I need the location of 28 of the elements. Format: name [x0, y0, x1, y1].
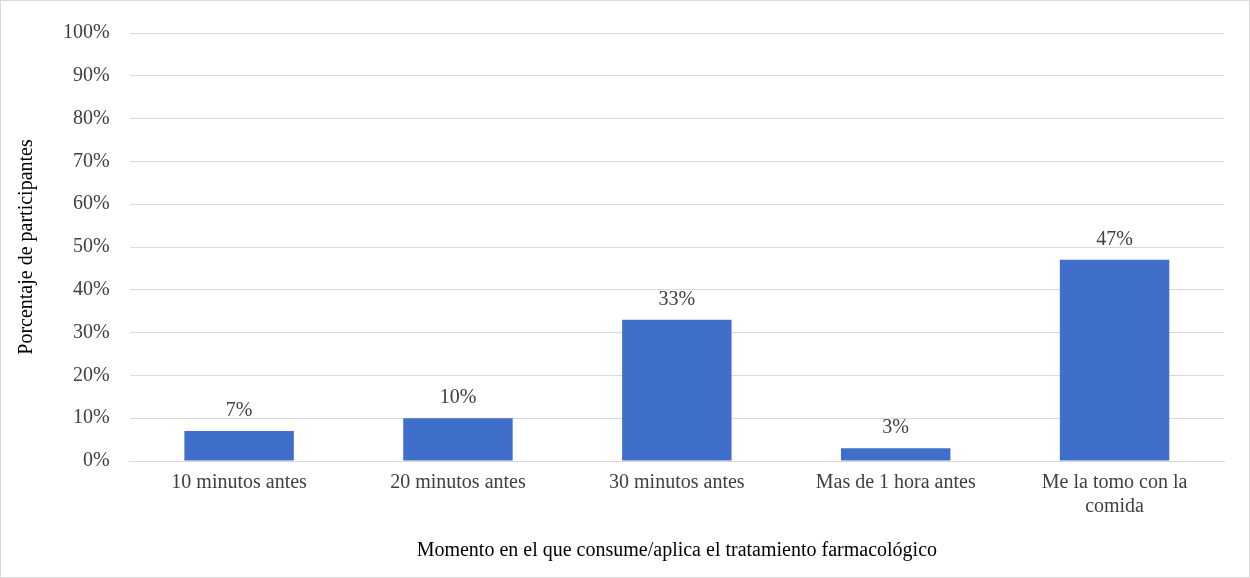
y-tick-label: 90% — [72, 63, 110, 86]
x-axis-title: Momento en el que consume/aplica el tratamiento farmacológico — [416, 538, 938, 562]
x-tick-label: 10 minutos antes — [171, 470, 308, 493]
bar — [622, 319, 732, 461]
data-label: 7% — [225, 398, 253, 421]
bar — [1059, 259, 1170, 461]
x-tick-label: 30 minutos antes — [609, 470, 745, 493]
y-tick-label: 50% — [72, 234, 110, 257]
y-tick-label: 80% — [72, 105, 110, 128]
y-tick-label: 100% — [62, 20, 110, 43]
x-tick-label: Me la tomo con la comida — [1041, 470, 1188, 517]
data-label: 3% — [882, 415, 910, 438]
data-label: 47% — [1096, 227, 1133, 250]
y-tick-label: 0% — [82, 448, 110, 471]
bar — [184, 431, 294, 461]
y-tick-label: 20% — [72, 362, 110, 385]
y-tick-label: 30% — [72, 319, 110, 342]
y-tick-label: 70% — [72, 148, 110, 171]
y-tick-label: 10% — [72, 405, 110, 428]
x-tick-label: Mas de 1 hora antes — [815, 470, 976, 493]
data-label: 33% — [658, 287, 696, 310]
bar — [840, 448, 951, 461]
y-tick-label: 60% — [72, 191, 110, 214]
y-tick-label: 40% — [72, 277, 110, 300]
x-tick-label: 20 minutos antes — [390, 470, 526, 493]
y-axis-title: Porcentaje de participantes — [14, 139, 38, 355]
bar — [403, 418, 513, 461]
data-label: 10% — [439, 385, 477, 408]
